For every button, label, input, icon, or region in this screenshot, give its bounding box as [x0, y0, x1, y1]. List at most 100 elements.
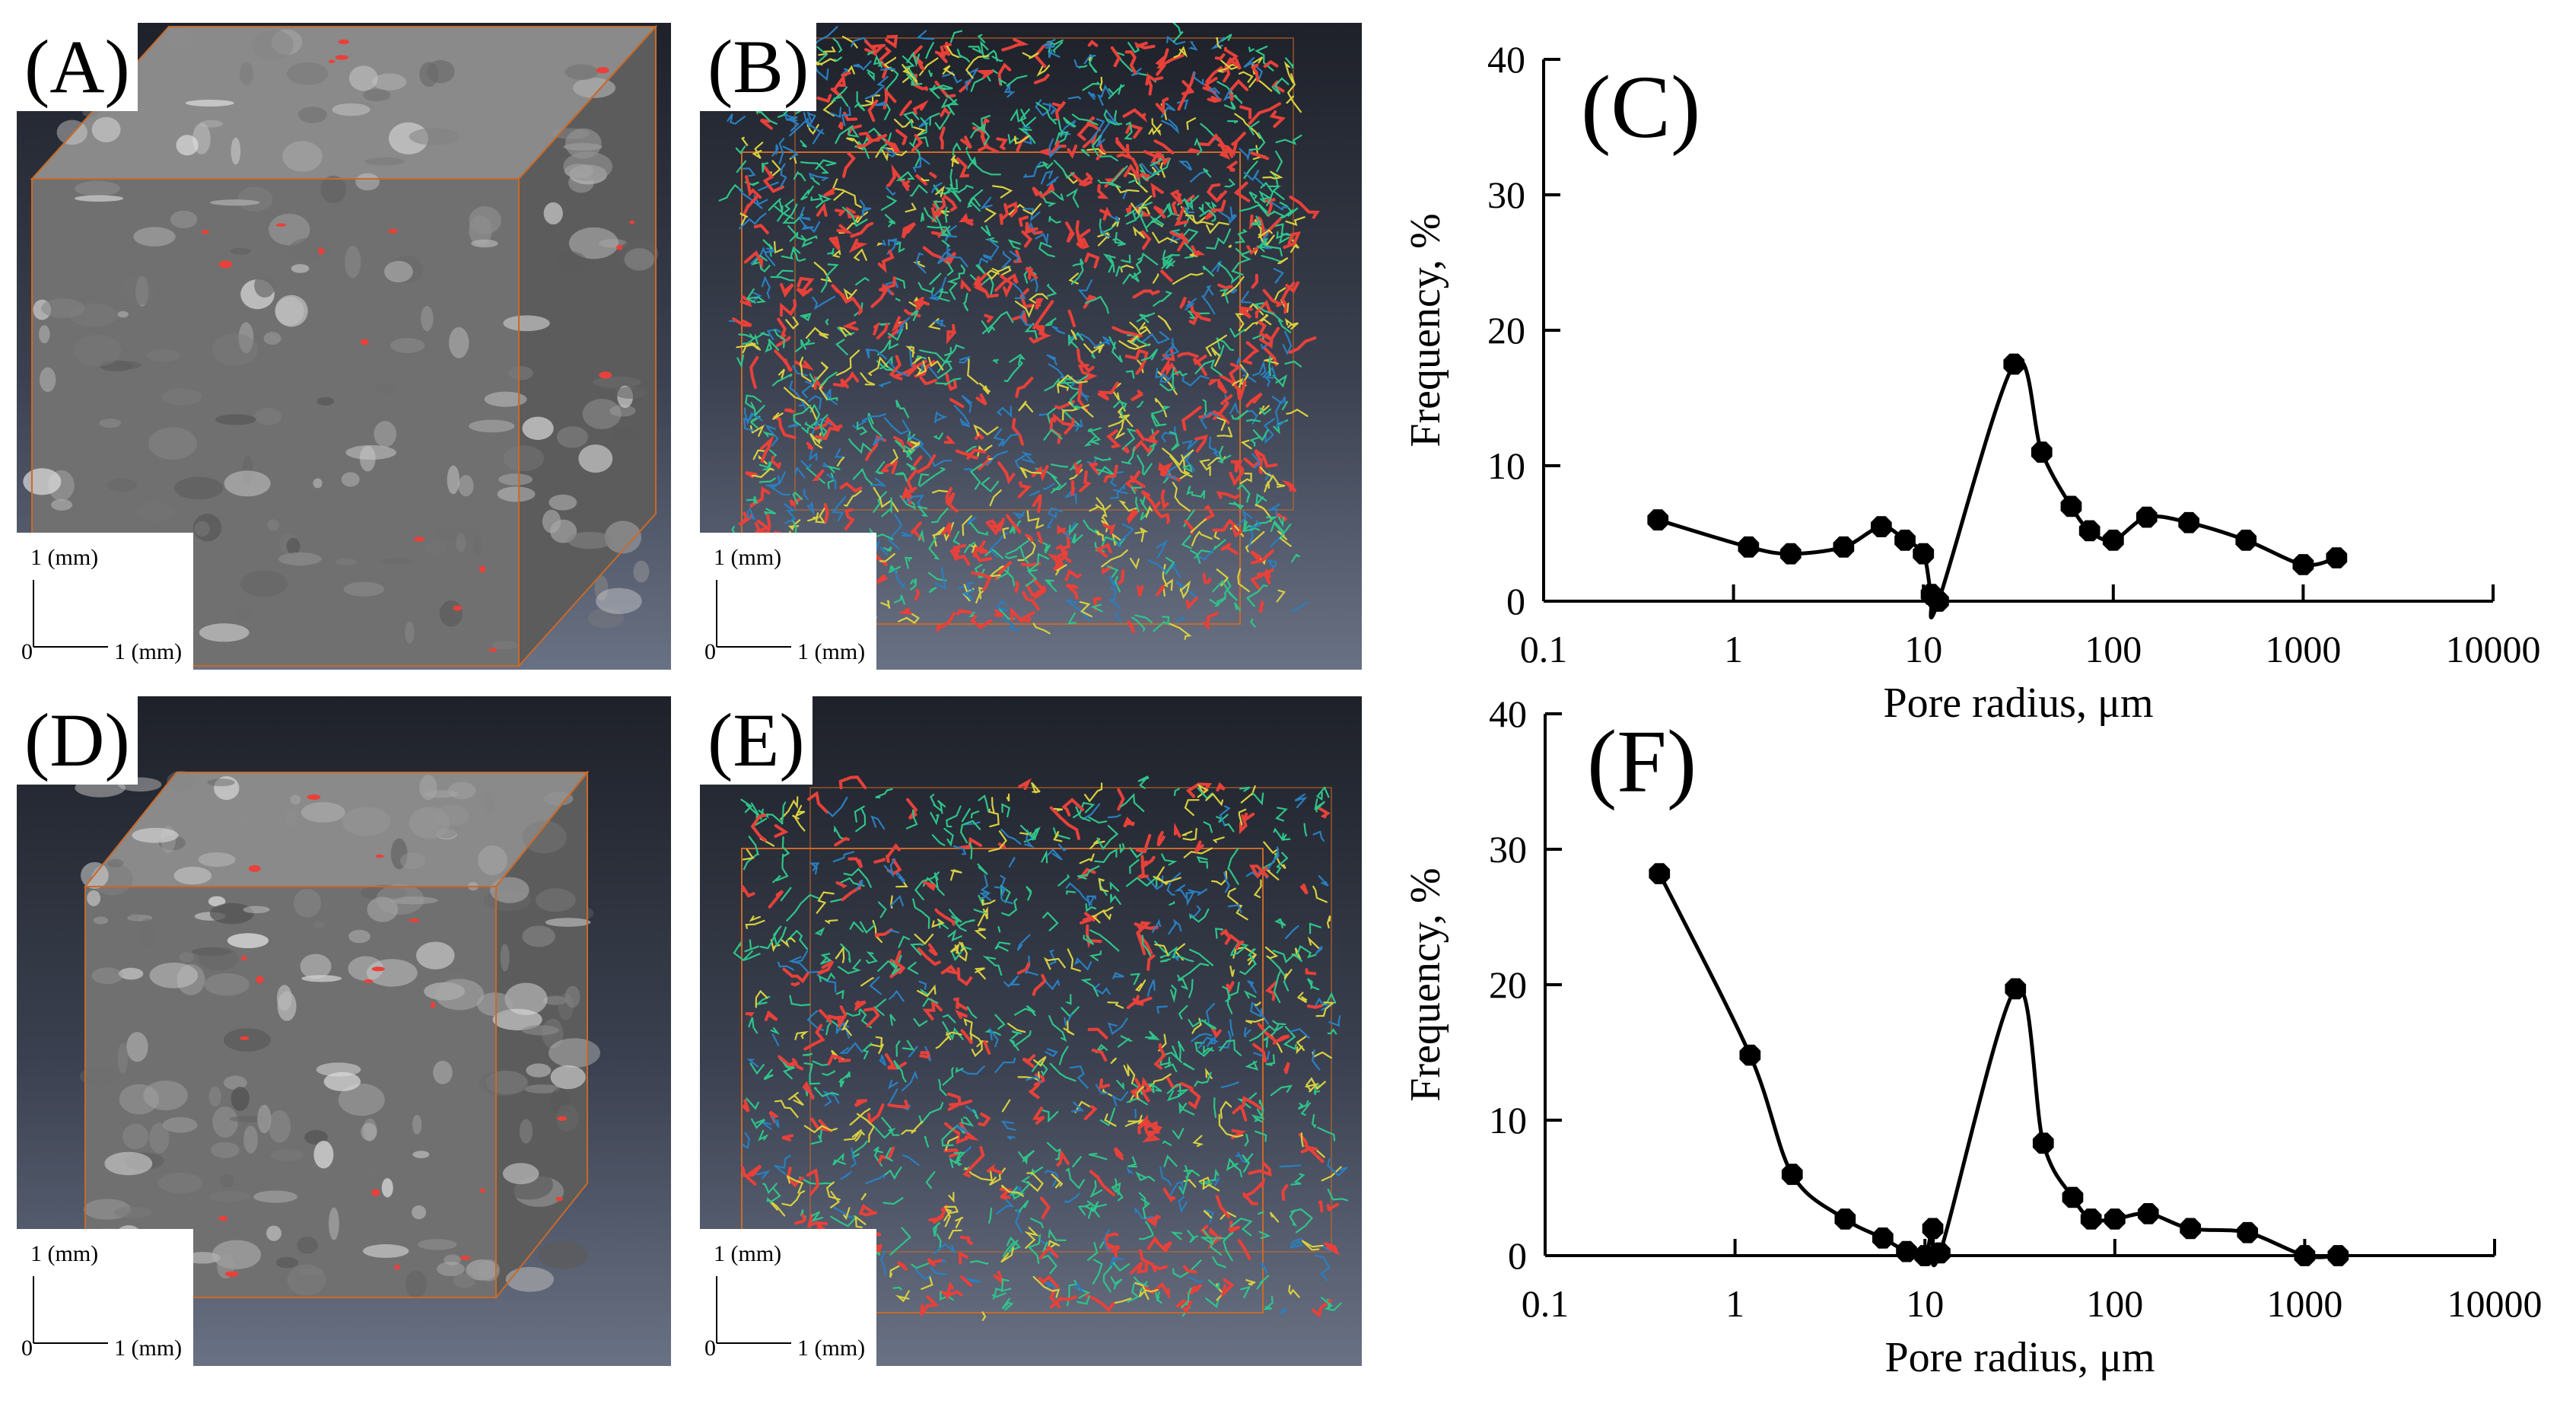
- pore-channel: [753, 223, 769, 234]
- pore-channel: [974, 272, 999, 298]
- pore-channel: [1276, 852, 1289, 874]
- pore-channel: [1080, 148, 1090, 157]
- texture-blob: [348, 956, 384, 981]
- pore-channel: [1296, 992, 1308, 1004]
- pore-channel: [933, 432, 943, 441]
- pore-channel: [1057, 524, 1070, 537]
- pore-channel: [825, 919, 838, 925]
- texture-blob: [558, 992, 574, 1020]
- pore-channel: [1248, 864, 1269, 879]
- pore-channel: [1087, 1242, 1099, 1261]
- pore-channel: [1063, 1020, 1075, 1036]
- pore-channel: [782, 1062, 795, 1080]
- pore-channel: [860, 1192, 867, 1201]
- pore-channel: [1181, 406, 1202, 431]
- pore-channel: [1156, 540, 1168, 559]
- pore-channel: [909, 578, 917, 591]
- pore-channel: [916, 30, 935, 40]
- pore-channel: [830, 78, 844, 97]
- pore-channel: [889, 895, 904, 907]
- pore-channel: [848, 438, 872, 454]
- pore-channel: [740, 885, 755, 898]
- pore-channel: [1250, 63, 1260, 82]
- pore-channel: [1283, 231, 1302, 249]
- texture-blob: [491, 641, 519, 650]
- pore-channel: [855, 808, 867, 833]
- pore-channel: [1118, 340, 1151, 350]
- pore-channel: [778, 1055, 798, 1068]
- pore-channel: [1000, 1184, 1024, 1197]
- texture-blob: [207, 778, 235, 787]
- pore-channel: [1146, 954, 1156, 971]
- pore-channel: [1042, 103, 1057, 115]
- pore-channel: [1205, 1003, 1215, 1024]
- pore-channel: [1255, 1130, 1267, 1142]
- pore-channel: [970, 1259, 989, 1265]
- pore-channel: [1097, 179, 1120, 188]
- pore-channel: [1290, 1027, 1310, 1039]
- texture-blob: [542, 903, 594, 923]
- pore-channel: [1080, 404, 1094, 418]
- pore-channel: [1143, 150, 1170, 167]
- pore-channel: [1108, 84, 1125, 100]
- pore-channel: [1291, 553, 1301, 563]
- texture-blob: [117, 1043, 129, 1074]
- pore-channel: [997, 406, 1013, 418]
- pore-channel: [1083, 436, 1096, 447]
- pore-channel: [1247, 953, 1258, 966]
- pore-channel: [1131, 996, 1153, 1006]
- scale-origin-label: 0: [704, 639, 716, 664]
- pore-channel: [794, 339, 806, 352]
- texture-blob: [223, 1075, 247, 1090]
- pore-channel: [1009, 521, 1019, 534]
- pore-channel: [1154, 1265, 1168, 1271]
- pore-channel: [1140, 855, 1156, 869]
- pore-channel: [1175, 616, 1185, 624]
- texture-blob: [224, 470, 271, 497]
- pore-channel: [874, 928, 893, 938]
- pore-channel: [885, 1053, 907, 1070]
- pore-channel: [1091, 135, 1102, 157]
- pore-channel: [1188, 1276, 1203, 1283]
- pore-channel: [1000, 828, 1022, 845]
- texture-blob: [543, 202, 563, 224]
- scale-x-label: 1 (mm): [114, 639, 183, 664]
- texture-blob: [384, 260, 413, 283]
- texture-blob: [199, 623, 250, 642]
- texture-blob: [291, 264, 310, 273]
- pore-channel: [1194, 434, 1208, 453]
- texture-blob: [297, 107, 327, 123]
- pore-channel: [978, 894, 984, 906]
- scale-bar: 1 (mm) 0 1 (mm): [700, 1229, 876, 1366]
- pore-channel: [1248, 191, 1258, 203]
- data-point: [1928, 591, 1949, 612]
- pore-channel: [909, 943, 924, 956]
- pore-channel: [1030, 782, 1041, 794]
- pore-channel: [1257, 1211, 1264, 1215]
- panel-a: (A) 1 (mm) 0 1 (mm): [17, 23, 671, 670]
- pore-channel: [879, 276, 896, 291]
- texture-blob: [424, 790, 459, 798]
- pore-channel: [810, 1135, 823, 1145]
- pore-channel: [993, 1271, 1004, 1284]
- texture-blob: [266, 1225, 281, 1241]
- texture-blob: [338, 1083, 385, 1116]
- pore-channel: [1136, 932, 1153, 956]
- pore-channel: [1251, 273, 1259, 289]
- pore-channel: [812, 1060, 831, 1066]
- pore-channel: [1276, 513, 1288, 522]
- pore-channel: [1280, 282, 1296, 314]
- pore-channel: [1036, 63, 1051, 77]
- pore-channel: [850, 221, 874, 238]
- pore-channel: [771, 1116, 780, 1129]
- texture-blob: [285, 808, 297, 827]
- pore-channel: [1240, 785, 1256, 804]
- pore-channel: [1068, 272, 1079, 285]
- pore-channel: [1212, 1176, 1221, 1187]
- pore-channel: [955, 1216, 964, 1229]
- panel-e: (E) 1 (mm) 0 1 (mm): [700, 696, 1362, 1366]
- pore-channel: [876, 339, 899, 356]
- pore-channel: [791, 814, 806, 832]
- pore-channel: [899, 100, 912, 116]
- pore-channel: [968, 46, 982, 54]
